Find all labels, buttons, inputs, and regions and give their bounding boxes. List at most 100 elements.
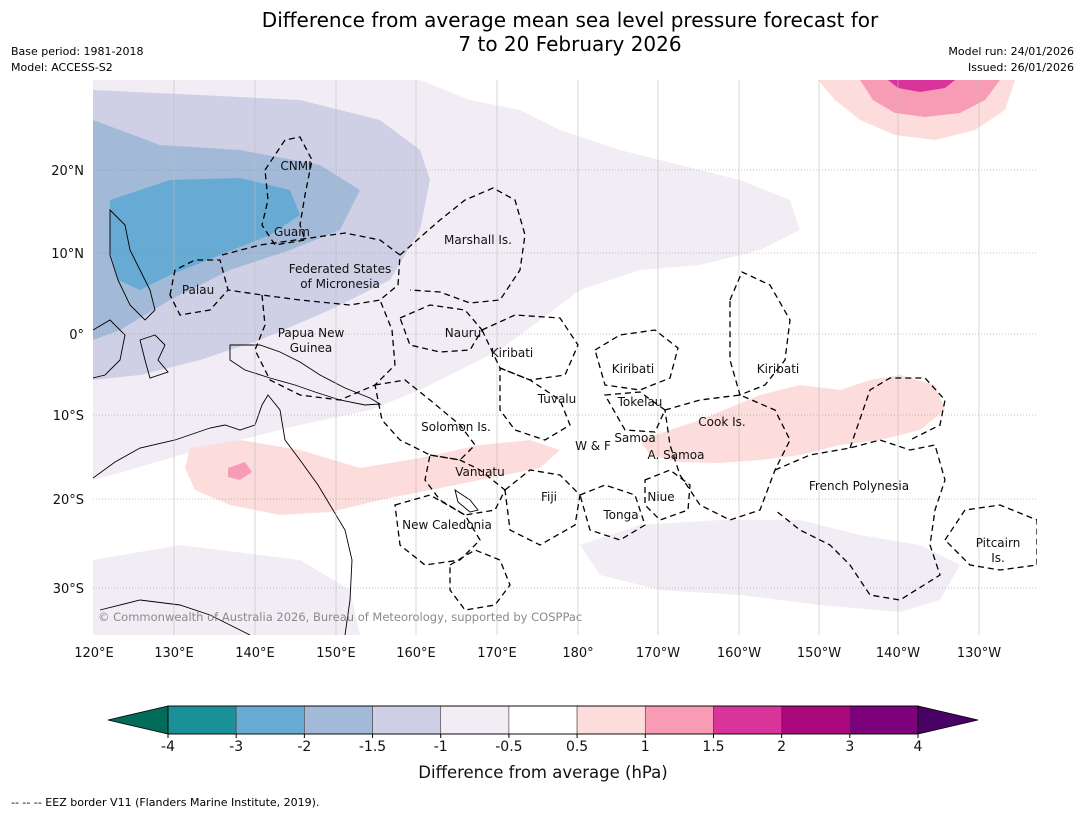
eez-vanuatu <box>424 454 506 516</box>
latitude-labels: 20°N 10°N 0° 10°S 20°S 30°S <box>51 164 84 597</box>
label-pitcairn-line2: Is. <box>991 551 1005 565</box>
eez-border-legend: -- -- -- EEZ border V11 (Flanders Marine… <box>11 796 320 809</box>
colorbar-tick-label: -4 <box>161 739 175 755</box>
anomaly-band-pos1-south <box>228 462 252 480</box>
eez-new-caledonia <box>394 494 481 566</box>
label-guam: Guam <box>274 225 310 239</box>
longitude-labels: 120°E 130°E 140°E 150°E 160°E 170°E 180°… <box>74 646 1001 661</box>
colorbar-tick-label: 0.5 <box>566 739 588 755</box>
map-title: Difference from average mean sea level p… <box>0 8 1085 56</box>
anomaly-band-pos1-ne <box>860 80 1000 117</box>
lon-label-130e: 130°E <box>154 646 194 661</box>
colorbar-ticks: -4 -3 -2 -1.5 -1 -0.5 0.5 1 1.5 2 3 4 <box>161 734 923 755</box>
eez-norfolk <box>449 549 511 611</box>
longitude-gridlines <box>173 80 980 635</box>
lon-label-160e: 160°E <box>396 646 436 661</box>
new-zealand-coast <box>99 599 251 635</box>
label-niue: Niue <box>647 490 674 504</box>
base-period: Base period: 1981-2018 <box>11 45 144 58</box>
philippines-coast <box>109 208 156 321</box>
colorbar-segment <box>781 705 851 735</box>
eez-kiribati-east <box>729 271 791 396</box>
png-coast <box>229 344 382 406</box>
colorbar-segment <box>849 705 919 735</box>
label-cnmi: CNMI <box>280 159 311 173</box>
label-new-caledonia: New Caledonia <box>402 518 492 532</box>
label-png-line1: Papua New <box>278 326 345 340</box>
issued-date: Issued: 26/01/2026 <box>967 61 1074 74</box>
label-fsm-line2: of Micronesia <box>300 277 380 291</box>
label-french-polynesia: French Polynesia <box>809 479 909 493</box>
lon-label-120e: 120°E <box>74 646 114 661</box>
colorbar-title: Difference from average (hPa) <box>418 763 667 782</box>
lon-label-170e: 170°E <box>477 646 517 661</box>
lon-label-140w: 140°W <box>876 646 920 661</box>
eez-cnmi-guam <box>261 136 313 246</box>
label-kiribati-west: Kiribati <box>491 346 533 360</box>
label-tonga: Tonga <box>602 508 638 522</box>
new-caledonia-coast <box>454 488 479 513</box>
eez-kiribati-west <box>481 314 579 381</box>
colorbar-segment <box>235 705 305 735</box>
eez-fp-north <box>849 377 946 449</box>
australia-coast <box>93 394 353 635</box>
lat-label-30s: 30°S <box>53 582 84 597</box>
eez-fsm <box>221 232 401 306</box>
label-samoa: Samoa <box>614 431 655 445</box>
latitude-gridlines <box>93 169 1037 589</box>
eez-cook <box>664 394 791 521</box>
colorbar-segment <box>713 705 782 735</box>
anomaly-band-pos05-east <box>640 375 945 463</box>
title-line-1: Difference from average mean sea level p… <box>261 8 879 32</box>
sulawesi-coast <box>139 334 169 379</box>
meta-left: Base period: 1981-2018 Model: ACCESS-S2 <box>11 44 143 76</box>
anomaly-band-pos15-ne <box>888 80 955 92</box>
colorbar-tick-label: 4 <box>914 739 923 755</box>
label-solomon-islands: Solomon Is. <box>421 420 491 434</box>
region-labels: CNMI Guam Marshall Is. Federated States … <box>182 159 1020 565</box>
lon-label-170w: 170°W <box>636 646 680 661</box>
title-line-2: 7 to 20 February 2026 <box>458 32 682 56</box>
eez-french-polynesia <box>774 439 946 601</box>
label-kiribati-east: Kiribati <box>757 362 799 376</box>
lat-label-20s: 20°S <box>53 493 84 508</box>
colorbar-segment <box>440 705 510 735</box>
label-palau: Palau <box>182 283 214 297</box>
colorbar-under-arrow <box>107 705 169 735</box>
lat-label-10s: 10°S <box>53 409 84 424</box>
colorbar-segment <box>508 705 578 735</box>
colorbar-tick-label: -3 <box>229 739 243 755</box>
label-png-line2: Guinea <box>290 341 333 355</box>
label-fiji: Fiji <box>541 490 557 504</box>
colorbar: -4 -3 -2 -1.5 -1 -0.5 0.5 1 1.5 2 3 4 Difference fr… <box>107 705 979 782</box>
eez-fiji <box>504 469 581 546</box>
label-nauru: Nauru <box>445 326 481 340</box>
anomaly-band-neg05-se <box>580 520 960 612</box>
label-tokelau: Tokelau <box>617 395 663 409</box>
colorbar-over-arrow <box>917 705 979 735</box>
eez-marshall <box>399 187 526 304</box>
colorbar-tick-label: 2 <box>777 739 786 755</box>
label-fsm-line1: Federated States <box>289 262 391 276</box>
anomaly-band-pos05-south <box>185 440 560 515</box>
lon-label-130w: 130°W <box>957 646 1001 661</box>
colorbar-tick-label: -1 <box>434 739 448 755</box>
map-panel: CNMI Guam Marshall Is. Federated States … <box>93 80 1037 635</box>
meta-right: Model run: 24/01/2026 Issued: 26/01/2026 <box>948 44 1074 76</box>
eez-png <box>254 294 396 401</box>
anomaly-band-neg2 <box>110 178 300 290</box>
eez-pitcairn <box>944 504 1037 571</box>
colorbar-tick-label: 1 <box>641 739 650 755</box>
eez-kiribati-central <box>594 329 679 391</box>
colorbar-segment <box>167 705 237 735</box>
lat-label-10n: 10°N <box>51 247 84 262</box>
label-wallis-futuna: W & F <box>575 439 611 453</box>
colorbar-segments <box>167 705 919 735</box>
lon-label-150w: 150°W <box>797 646 841 661</box>
label-cook-islands: Cook Is. <box>698 415 745 429</box>
lon-label-140e: 140°E <box>235 646 275 661</box>
model-run: Model run: 24/01/2026 <box>948 45 1074 58</box>
lon-label-150e: 150°E <box>316 646 356 661</box>
label-marshall-islands: Marshall Is. <box>444 233 512 247</box>
